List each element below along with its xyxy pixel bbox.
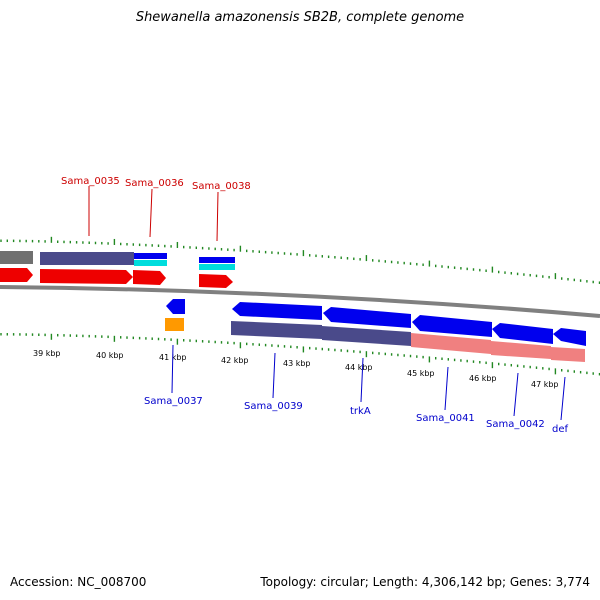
cog-bar-sama-0036-blue bbox=[134, 253, 167, 259]
gene-label-sama-0038: Sama_0038 bbox=[192, 181, 251, 192]
cog-bar-sama-0037 bbox=[165, 318, 184, 331]
kbp-label: 45 kbp bbox=[407, 369, 435, 378]
gene-label-sama-0039: Sama_0039 bbox=[244, 401, 303, 412]
reverse-cds-arrow-def bbox=[553, 328, 586, 346]
kbp-label: 47 kbp bbox=[531, 380, 559, 389]
genome-backbone bbox=[0, 285, 600, 318]
forward-cds-arrow-sama-0038 bbox=[199, 274, 233, 288]
cog-bar-left-edge bbox=[0, 251, 33, 264]
reverse-cds-arrow-sama-0039 bbox=[232, 302, 322, 320]
cog-bar-sama-0039 bbox=[231, 321, 322, 339]
cog-bar-trka bbox=[322, 326, 411, 346]
gene-leader-line bbox=[149, 188, 153, 238]
kbp-label: 44 kbp bbox=[345, 363, 373, 372]
bottom-tick-track bbox=[0, 333, 600, 376]
gene-leader-line bbox=[444, 366, 449, 411]
kbp-label: 42 kbp bbox=[221, 356, 249, 365]
gene-label-sama-0035: Sama_0035 bbox=[61, 176, 120, 187]
gene-label-sama-0041: Sama_0041 bbox=[416, 413, 475, 424]
gene-label-def: def bbox=[552, 424, 569, 435]
reverse-cds-arrow-trka bbox=[323, 307, 411, 328]
cog-bar-sama-0035 bbox=[40, 252, 134, 265]
forward-cds-arrow-sama-0036 bbox=[133, 270, 166, 285]
gene-leader-line bbox=[560, 376, 566, 421]
gene-label-trka: trkA bbox=[350, 406, 371, 417]
accession-text: Accession: NC_008700 bbox=[10, 575, 147, 589]
gene-leader-line bbox=[216, 191, 219, 242]
figure-title: Shewanella amazonensis SB2B, complete ge… bbox=[135, 10, 465, 25]
reverse-cds-arrow-sama-0037 bbox=[166, 299, 185, 314]
cog-bar-sama-0038-blue bbox=[199, 257, 235, 263]
reverse-cds-arrow-sama-0042 bbox=[492, 323, 553, 344]
gene-leader-line bbox=[360, 357, 364, 403]
gene-leader-line bbox=[513, 372, 519, 417]
kbp-label: 39 kbp bbox=[33, 349, 61, 358]
kbp-label: 46 kbp bbox=[469, 374, 497, 383]
cog-bar-sama-0041 bbox=[411, 333, 491, 354]
gene-label-sama-0037: Sama_0037 bbox=[144, 396, 203, 407]
genome-stats-text: Topology: circular; Length: 4,306,142 bp… bbox=[260, 575, 590, 589]
cog-bar-sama-0042 bbox=[491, 341, 551, 359]
cog-bar-sama-0036-cyan bbox=[134, 260, 167, 266]
gene-leader-line bbox=[171, 344, 174, 394]
cog-bar-def bbox=[551, 347, 585, 362]
gene-leader-line bbox=[272, 352, 276, 399]
kbp-label: 43 kbp bbox=[283, 359, 311, 368]
forward-cds-arrow-sama-0035 bbox=[40, 269, 133, 284]
cog-bar-sama-0038-cyan bbox=[199, 264, 235, 270]
kbp-label: 40 kbp bbox=[96, 351, 124, 360]
gene-label-sama-0042: Sama_0042 bbox=[486, 419, 545, 430]
reverse-cds-arrow-sama-0041 bbox=[412, 315, 492, 337]
gene-label-sama-0036: Sama_0036 bbox=[125, 178, 184, 189]
forward-cds-arrow-left-edge bbox=[0, 268, 33, 282]
top-tick-track bbox=[0, 236, 600, 284]
